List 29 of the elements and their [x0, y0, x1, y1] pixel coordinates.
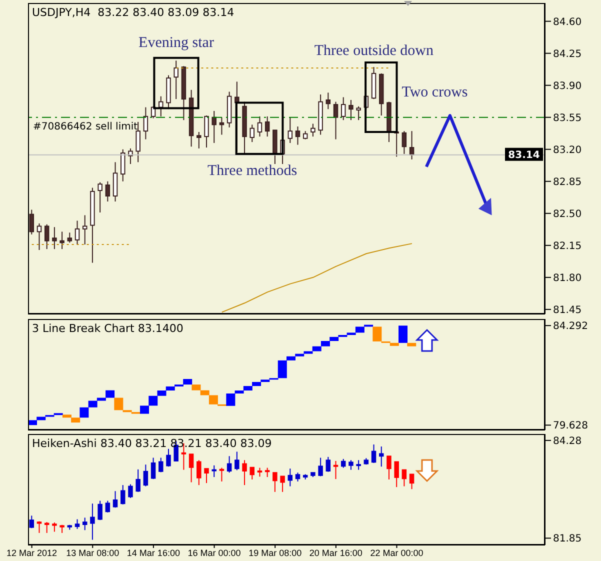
y-tick-label: 83.20	[553, 144, 582, 156]
y-tick-label: 84.28	[553, 436, 582, 447]
x-tick-label: 20 Mar 16:00	[309, 548, 362, 558]
annotation: Three methods	[208, 162, 298, 179]
y-tick-label: 82.15	[553, 240, 582, 252]
annotation: Two crows	[402, 84, 468, 100]
chart-title: 3 Line Break Chart 83.1400	[32, 322, 184, 335]
y-tick-label: 82.50	[553, 208, 582, 220]
y-tick-label: 83.90	[553, 80, 582, 92]
y-tick-label: 79.628	[553, 420, 588, 432]
x-tick-label: 12 Mar 2012	[6, 548, 58, 558]
y-tick-label: 81.85	[553, 534, 582, 545]
x-tick-label: 19 Mar 08:00	[248, 548, 302, 558]
y-tick-label: 84.292	[553, 321, 588, 332]
annotation: Evening star	[138, 34, 214, 51]
y-tick-label: 84.25	[553, 48, 582, 60]
x-tick-label: 13 Mar 08:00	[66, 548, 120, 558]
y-tick-label: 81.45	[553, 304, 582, 316]
y-tick-label: 84.60	[553, 16, 582, 28]
x-tick-label: 16 Mar 00:00	[188, 548, 241, 558]
y-tick-label: 82.85	[553, 176, 582, 188]
ref-line-label: 83.14	[508, 150, 540, 161]
y-tick-label: 83.55	[553, 112, 582, 124]
chart-title: USDJPY,H4 83.22 83.40 83.09 83.14	[32, 6, 234, 19]
y-tick-label: 81.80	[553, 272, 582, 284]
ref-line-label: #70866462 sell limit	[33, 121, 138, 132]
x-tick-label: 22 Mar 00:00	[370, 548, 424, 558]
x-tick-label: 14 Mar 16:00	[126, 548, 180, 558]
annotation: Three outside down	[314, 43, 434, 60]
